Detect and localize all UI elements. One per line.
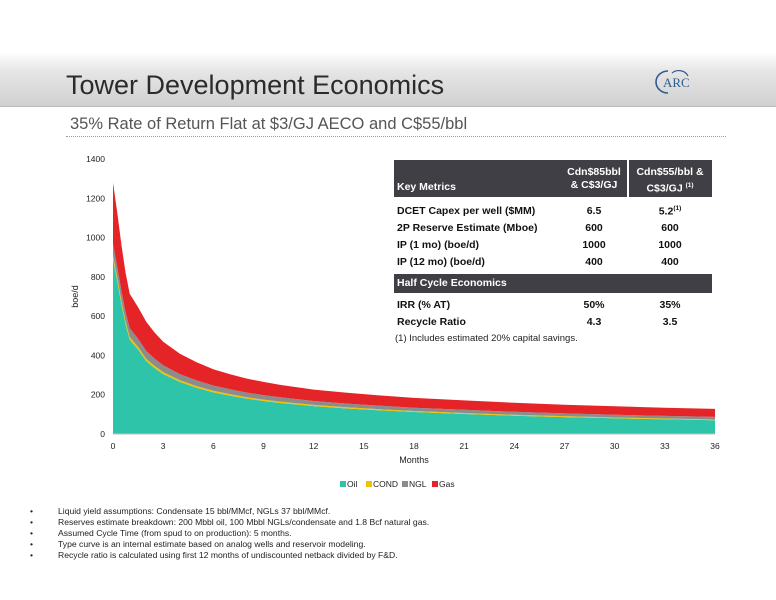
x-tick-label: 24 — [510, 441, 520, 451]
x-tick-label: 21 — [459, 441, 469, 451]
metrics-row: Recycle Ratio 4.3 3.5 — [394, 314, 712, 331]
half-cycle-header-label: Half Cycle Economics — [397, 277, 507, 289]
x-tick-label: 12 — [309, 441, 319, 451]
half-cycle-header: Half Cycle Economics — [394, 274, 712, 293]
metrics-header-col1: Cdn$85bbl & C$3/GJ — [567, 166, 621, 191]
bullet-item: Type curve is an internal estimate based… — [30, 539, 429, 550]
metric-value-col2: 3.5 — [662, 316, 678, 328]
metrics-row: DCET Capex per well ($MM) 6.5 5.2(1) — [394, 203, 712, 220]
y-tick-label: 1000 — [86, 233, 105, 243]
metric-value-col2: 400 — [661, 256, 679, 268]
x-tick-label: 6 — [211, 441, 216, 451]
metrics-row: IRR (% AT) 50% 35% — [394, 297, 712, 314]
x-tick-label: 30 — [610, 441, 620, 451]
area-oil — [113, 259, 715, 434]
legend-label-cond: COND — [373, 479, 398, 489]
y-tick-label: 400 — [91, 350, 105, 360]
metric-value-col2: 1000 — [658, 239, 682, 251]
y-tick-label: 1200 — [86, 193, 105, 203]
legend-swatch-ngl — [402, 481, 408, 487]
header-rule — [0, 106, 776, 107]
metric-value-col2: 35% — [659, 299, 681, 311]
x-tick-label: 15 — [359, 441, 369, 451]
metric-value-col1: 400 — [585, 256, 603, 268]
y-tick-label: 800 — [91, 272, 105, 282]
y-tick-label: 0 — [100, 429, 105, 439]
metrics-row: 2P Reserve Estimate (Mboe) 600 600 — [394, 220, 712, 237]
metric-value-col2: 5.2(1) — [630, 205, 710, 218]
assumption-bullets: Liquid yield assumptions: Condensate 15 … — [30, 506, 429, 561]
legend-label-gas: Gas — [439, 479, 455, 489]
metric-label: 2P Reserve Estimate (Mboe) — [397, 222, 538, 234]
metric-value-col1: 600 — [585, 222, 603, 234]
bullet-item: Reserves estimate breakdown: 200 Mbbl oi… — [30, 517, 429, 528]
metrics-header-col2-text: Cdn$55/bbl & C$3/GJ — [636, 166, 704, 195]
metrics-header-row: Key Metrics Cdn$85bbl & C$3/GJ Cdn$55/bb… — [394, 160, 712, 197]
metric-value-col1: 1000 — [582, 239, 606, 251]
x-tick-label: 0 — [111, 441, 116, 451]
y-axis-ticks: 0 200 400 600 800 1000 1200 1400 — [86, 154, 105, 439]
legend-label-oil: Oil — [347, 479, 358, 489]
subtitle-divider — [66, 136, 726, 137]
x-tick-label: 33 — [660, 441, 670, 451]
chart-legend: Oil COND NGL Gas — [340, 479, 455, 489]
header-band — [0, 52, 776, 106]
logo-text: ARC — [663, 75, 690, 90]
bullet-item: Assumed Cycle Time (from spud to on prod… — [30, 528, 429, 539]
legend-swatch-oil — [340, 481, 346, 487]
metric-value-col2-text: 5.2 — [658, 205, 674, 218]
bullet-item: Liquid yield assumptions: Condensate 15 … — [30, 506, 429, 517]
metric-value-col2: 600 — [661, 222, 679, 234]
legend-swatch-gas — [432, 481, 438, 487]
metric-value-col1: 6.5 — [586, 205, 602, 217]
x-tick-label: 9 — [261, 441, 266, 451]
y-tick-label: 600 — [91, 311, 105, 321]
stacked-areas — [113, 182, 715, 434]
metric-label: Recycle Ratio — [397, 316, 466, 328]
metrics-footnote: (1) Includes estimated 20% capital savin… — [395, 333, 578, 344]
legend-swatch-cond — [366, 481, 372, 487]
arc-logo: ARC — [655, 69, 690, 94]
metric-value-col2-note: (1) — [673, 205, 682, 212]
y-tick-label: 200 — [91, 390, 105, 400]
page-subtitle: 35% Rate of Return Flat at $3/GJ AECO an… — [70, 115, 468, 133]
metrics-header-col2-note: (1) — [685, 182, 694, 189]
metric-value-col1: 4.3 — [586, 316, 602, 328]
x-tick-label: 36 — [710, 441, 720, 451]
legend-label-ngl: NGL — [409, 479, 427, 489]
metrics-row: IP (1 mo) (boe/d) 1000 1000 — [394, 237, 712, 254]
metric-value-col1: 50% — [583, 299, 605, 311]
metrics-header-label: Key Metrics — [397, 181, 456, 193]
metric-label: IRR (% AT) — [397, 299, 451, 311]
y-tick-label: 1400 — [86, 154, 105, 164]
x-axis-ticks: 0 3 6 9 12 15 18 21 24 27 30 33 36 — [111, 441, 720, 451]
metric-label: IP (12 mo) (boe/d) — [397, 256, 485, 268]
y-axis-label: boe/d — [70, 285, 80, 308]
metrics-row: IP (12 mo) (boe/d) 400 400 — [394, 254, 712, 271]
metric-label: DCET Capex per well ($MM) — [397, 205, 536, 217]
bullet-item: Recycle ratio is calculated using first … — [30, 550, 429, 561]
key-metrics-table: Key Metrics Cdn$85bbl & C$3/GJ Cdn$55/bb… — [394, 160, 712, 331]
x-tick-label: 3 — [161, 441, 166, 451]
metric-label: IP (1 mo) (boe/d) — [397, 239, 480, 251]
page-title: Tower Development Economics — [66, 70, 445, 100]
header-separator — [627, 160, 629, 197]
metrics-header-col2: Cdn$55/bbl & C$3/GJ (1) — [630, 166, 710, 196]
x-tick-label: 27 — [560, 441, 570, 451]
x-axis-label: Months — [399, 455, 429, 465]
x-tick-label: 18 — [409, 441, 419, 451]
